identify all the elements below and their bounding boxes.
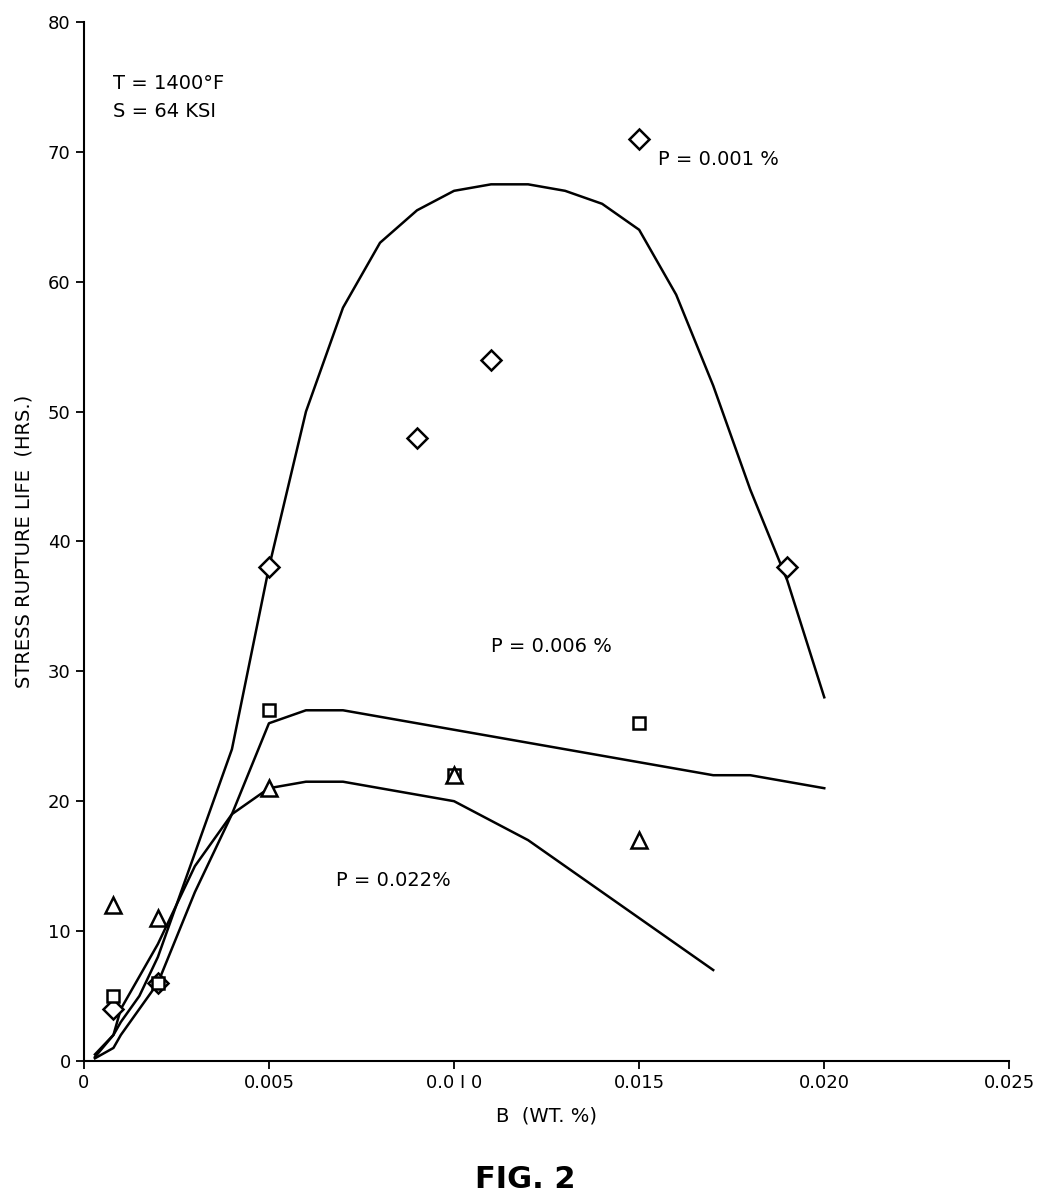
- Text: T = 1400°F
S = 64 KSI: T = 1400°F S = 64 KSI: [113, 74, 225, 121]
- Text: P = 0.006 %: P = 0.006 %: [491, 637, 612, 656]
- Y-axis label: STRESS RUPTURE LIFE  (HRS.): STRESS RUPTURE LIFE (HRS.): [15, 395, 34, 688]
- X-axis label: B  (WT. %): B (WT. %): [496, 1106, 597, 1126]
- Text: FIG. 2: FIG. 2: [475, 1165, 575, 1194]
- Text: P = 0.022%: P = 0.022%: [336, 870, 450, 889]
- Text: P = 0.001 %: P = 0.001 %: [657, 150, 778, 169]
